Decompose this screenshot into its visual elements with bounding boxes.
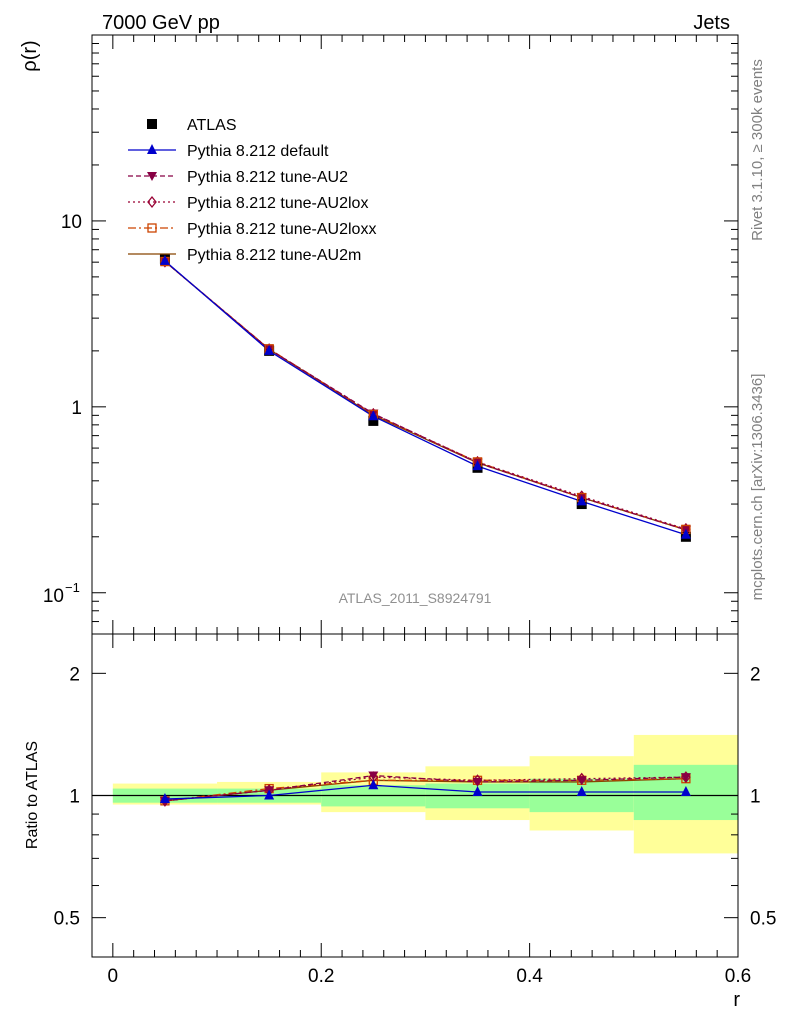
legend-marker [147, 119, 157, 129]
ratio-pythia-8-212-default-point [368, 779, 379, 790]
ratio-pythia-8-212-default-point [264, 789, 275, 800]
ratio-pythia-8-212-tune-au2m-line [164, 778, 686, 802]
legend-marker [147, 172, 157, 181]
main-y-tick-label: 1 [71, 398, 82, 419]
ratio-panel: 0 0.2 0.4 0.6 2 2 1 1 0.5 0.5 [54, 633, 776, 987]
legend-marker [147, 144, 157, 154]
mcplots-side-label: mcplots.cern.ch [arXiv:1306.3436] [749, 374, 766, 601]
ratio-pythia-8-212-default-point [159, 793, 170, 804]
legend-marker [147, 195, 157, 209]
legend-label: Pythia 8.212 tune-AU2 [187, 169, 348, 186]
ratio-y-tick-label-right: 1 [750, 787, 761, 808]
legend-label: ATLAS [187, 117, 237, 134]
ratio-pythia-8-212-default-point [680, 786, 691, 797]
main-y-tick-label: 10 [43, 586, 64, 607]
main-y-tick-label-exponent: −1 [65, 580, 80, 595]
main-pythia-8-212-default-line [164, 260, 687, 536]
ratio-pythia-8-212-tune-au2-point [472, 777, 483, 787]
main-pythia-8-212-tune-au2-line [164, 260, 687, 531]
main-mc-point [159, 254, 170, 265]
main-pythia-8-212-tune-au2m-line [164, 260, 687, 531]
ratio-y-tick-label-right: 2 [750, 664, 761, 685]
ratio-pythia-8-212-tune-au2lox-line [164, 776, 686, 802]
legend: ATLAS Pythia 8.212 default Pythia 8.212 tu… [128, 117, 376, 264]
legend-label: Pythia 8.212 tune-AU2m [187, 247, 361, 264]
x-tick-label: 0.6 [725, 966, 751, 987]
legend-label: Pythia 8.212 default [187, 143, 329, 160]
x-axis-label: r [733, 989, 740, 1011]
legend-label: Pythia 8.212 tune-AU2loxx [187, 221, 376, 238]
rivet-side-label: Rivet 3.1.10, ≥ 300k events [749, 59, 766, 241]
main-pythia-8-212-tune-au2loxx-line [164, 260, 687, 531]
ratio-pythia-8-212-default-line [164, 784, 686, 800]
main-mc-point [576, 495, 587, 506]
ratio-pythia-8-212-tune-au2-point [368, 771, 379, 781]
analysis-watermark: ATLAS_2011_S8924791 [339, 590, 492, 606]
ratio-pythia-8-212-tune-au2-point [576, 776, 587, 786]
ratio-y-tick-label: 2 [69, 664, 80, 685]
ratio-ylabel: Ratio to ATLAS [24, 741, 41, 849]
main-ylabel: ρ(r) [19, 40, 41, 71]
ratio-y-tick-label: 0.5 [54, 909, 80, 930]
main-y-tick-label: 10 [61, 212, 82, 233]
main-mc-point [368, 410, 379, 421]
main-mc-point [264, 344, 275, 355]
ratio-pythia-8-212-tune-au2-line [164, 774, 686, 802]
header-right: Jets [693, 12, 730, 34]
main-atlas-point [368, 415, 379, 426]
ratio-pythia-8-212-default-point [576, 786, 587, 797]
main-mc-point [680, 528, 691, 539]
main-mc-point [472, 460, 483, 471]
x-tick-label: 0.2 [308, 966, 334, 987]
ratio-pythia-8-212-default-point [472, 786, 483, 797]
legend-label: Pythia 8.212 tune-AU2lox [187, 195, 368, 212]
main-pythia-8-212-tune-au2lox-line [164, 260, 687, 530]
x-tick-label: 0 [108, 966, 119, 987]
ratio-y-tick-label-right: 0.5 [750, 909, 776, 930]
legend-marker [147, 223, 157, 233]
ratio-pythia-8-212-tune-au2-point [680, 773, 691, 783]
header-left: 7000 GeV pp [102, 12, 220, 34]
ratio-y-tick-label: 1 [69, 787, 80, 808]
x-tick-label: 0.4 [516, 966, 543, 987]
main-mc-point [160, 255, 170, 268]
